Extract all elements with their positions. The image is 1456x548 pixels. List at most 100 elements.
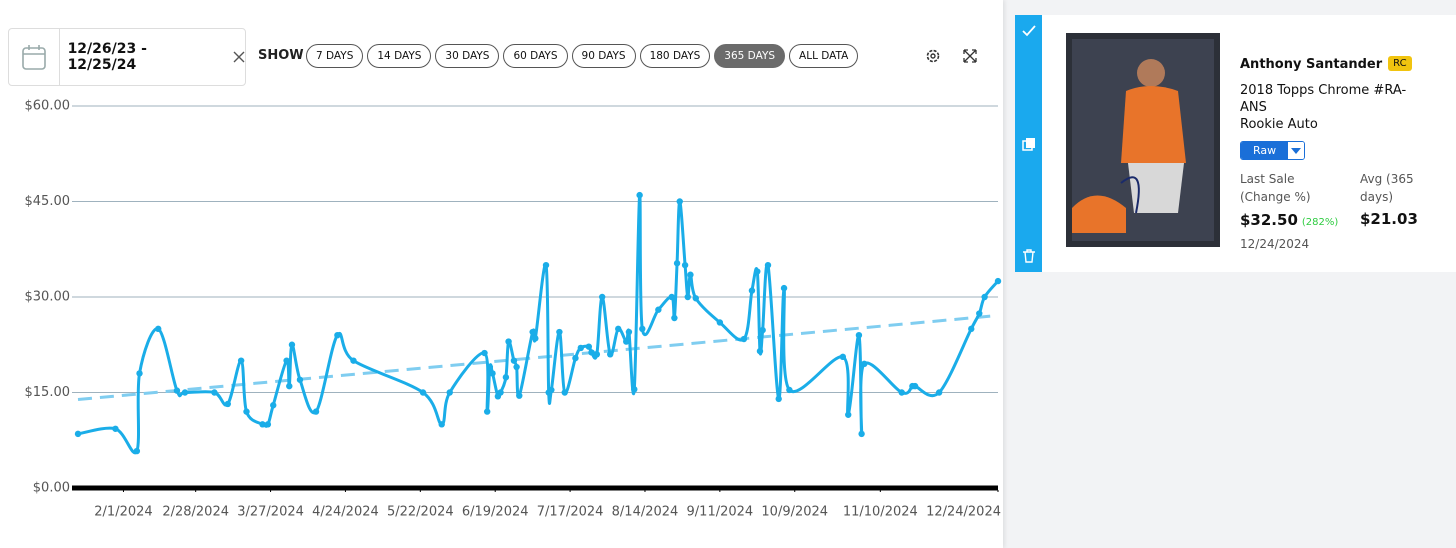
sale-point (607, 351, 614, 358)
last-sale-label: Last Sale (Change %) (1240, 172, 1311, 204)
avg-label: Avg (365 days) (1360, 172, 1414, 204)
sale-point (631, 386, 638, 393)
sale-point (513, 363, 520, 371)
sale-point (671, 314, 678, 322)
sale-point (673, 260, 681, 267)
y-tick-label: $60.00 (25, 99, 71, 114)
sale-point (259, 421, 266, 428)
delete-icon[interactable] (1022, 249, 1036, 263)
sale-point (625, 328, 633, 336)
caret (1291, 147, 1302, 154)
sale-point (481, 349, 488, 357)
sale-point (615, 325, 622, 333)
sale-point (446, 389, 453, 396)
range-button[interactable]: 365 DAYS (714, 44, 786, 68)
sale-point (676, 198, 683, 205)
sale-point (211, 389, 218, 396)
sale-point (636, 191, 643, 199)
x-tick-label: 4/24/2024 (312, 505, 379, 520)
x-tick-label: 10/9/2024 (761, 505, 828, 520)
sale-point (968, 325, 975, 333)
sale-point (133, 447, 141, 455)
sale-point (572, 354, 579, 362)
x-tick-label: 3/27/2024 (237, 505, 304, 520)
rookie-badge: RC (1388, 56, 1412, 71)
sale-point (505, 338, 512, 345)
variant: Rookie Auto (1240, 117, 1318, 132)
calendar-icon[interactable] (9, 29, 60, 85)
sale-point (489, 370, 496, 377)
sale-point (855, 332, 863, 339)
player-name: Anthony Santander (1240, 57, 1383, 72)
x-tick-label: 5/22/2024 (387, 505, 454, 520)
range-button[interactable]: 60 DAYS (503, 44, 568, 68)
card-panel: Anthony Santander RC 2018 Topps Chrome #R… (1015, 15, 1456, 272)
sale-point (981, 293, 988, 301)
sale-point (740, 335, 748, 343)
sale-point (588, 349, 595, 356)
sale-point (243, 408, 250, 415)
sale-point (911, 382, 919, 390)
expand-icon[interactable] (962, 48, 978, 64)
sale-point (759, 326, 766, 334)
sale-point (994, 277, 1002, 285)
sale-point (668, 293, 675, 301)
date-picker[interactable]: 12/26/23 - 12/25/24 (8, 28, 246, 86)
sale-point (639, 325, 646, 333)
check-icon[interactable] (1022, 25, 1036, 37)
card-info: Anthony Santander RC 2018 Topps Chrome #R… (1240, 53, 1440, 253)
sale-point (577, 344, 584, 352)
sale-point (502, 374, 510, 381)
sale-point (283, 357, 290, 364)
sale-point (935, 389, 943, 396)
sale-point (548, 386, 555, 394)
sale-point (155, 325, 162, 333)
range-button[interactable]: 7 DAYS (306, 44, 364, 68)
sale-point (529, 328, 536, 336)
x-tick-label: 2/1/2024 (94, 505, 152, 520)
range-buttons: 7 DAYS 14 DAYS 30 DAYS 60 DAYS 90 DAYS 180 DA… (306, 44, 859, 68)
range-button[interactable]: 90 DAYS (571, 44, 636, 68)
calendar-glyph (21, 45, 46, 70)
x-tick-label: 6/19/2024 (462, 505, 529, 520)
range-button[interactable]: 14 DAYS (367, 44, 432, 68)
sale-point (684, 293, 691, 301)
settings-icon[interactable] (925, 48, 941, 64)
copy-icon[interactable] (1022, 137, 1036, 151)
card-set: 2018 Topps Chrome #RA-ANS Rookie Auto (1240, 82, 1412, 133)
grade-select[interactable]: Raw (1240, 141, 1306, 160)
chart: $60.00 $45.00 $30.00 $15.00 $0.00 2/1/2024 2/2… (25, 99, 1002, 520)
sale-point (839, 353, 847, 361)
sale-point (692, 295, 699, 302)
sale-point (350, 357, 357, 364)
clear-icon[interactable] (233, 51, 245, 63)
range-button[interactable]: 30 DAYS (435, 44, 500, 68)
range-button[interactable]: 180 DAYS (639, 44, 711, 68)
card-image (1066, 33, 1220, 247)
sale-point (598, 293, 606, 301)
sale-point (532, 335, 539, 342)
sale-point (483, 408, 491, 415)
sale-point (112, 425, 119, 432)
sale-point (486, 363, 494, 371)
x-tick-label: 2/28/2024 (162, 505, 229, 520)
sale-point (748, 287, 756, 294)
action-strip (1015, 15, 1042, 272)
sale-point (585, 343, 593, 350)
grade: Raw (1241, 142, 1289, 159)
sale-point (845, 411, 852, 418)
x-tick-label: 11/10/2024 (843, 505, 918, 520)
sale-point (288, 341, 296, 348)
x-tick-label: 8/14/2024 (612, 505, 679, 520)
set-name: 2018 Topps Chrome #RA-ANS (1240, 83, 1407, 115)
sale-point (754, 268, 761, 275)
sale-point (556, 328, 563, 336)
sale-point (655, 306, 662, 313)
sale-point (561, 389, 568, 396)
sale-point (173, 387, 181, 394)
range-button[interactable]: ALL DATA (789, 44, 859, 68)
date-range: 12/26/23 - 12/25/24 (67, 41, 147, 73)
sale-point (786, 386, 793, 394)
sale-point (136, 370, 143, 377)
